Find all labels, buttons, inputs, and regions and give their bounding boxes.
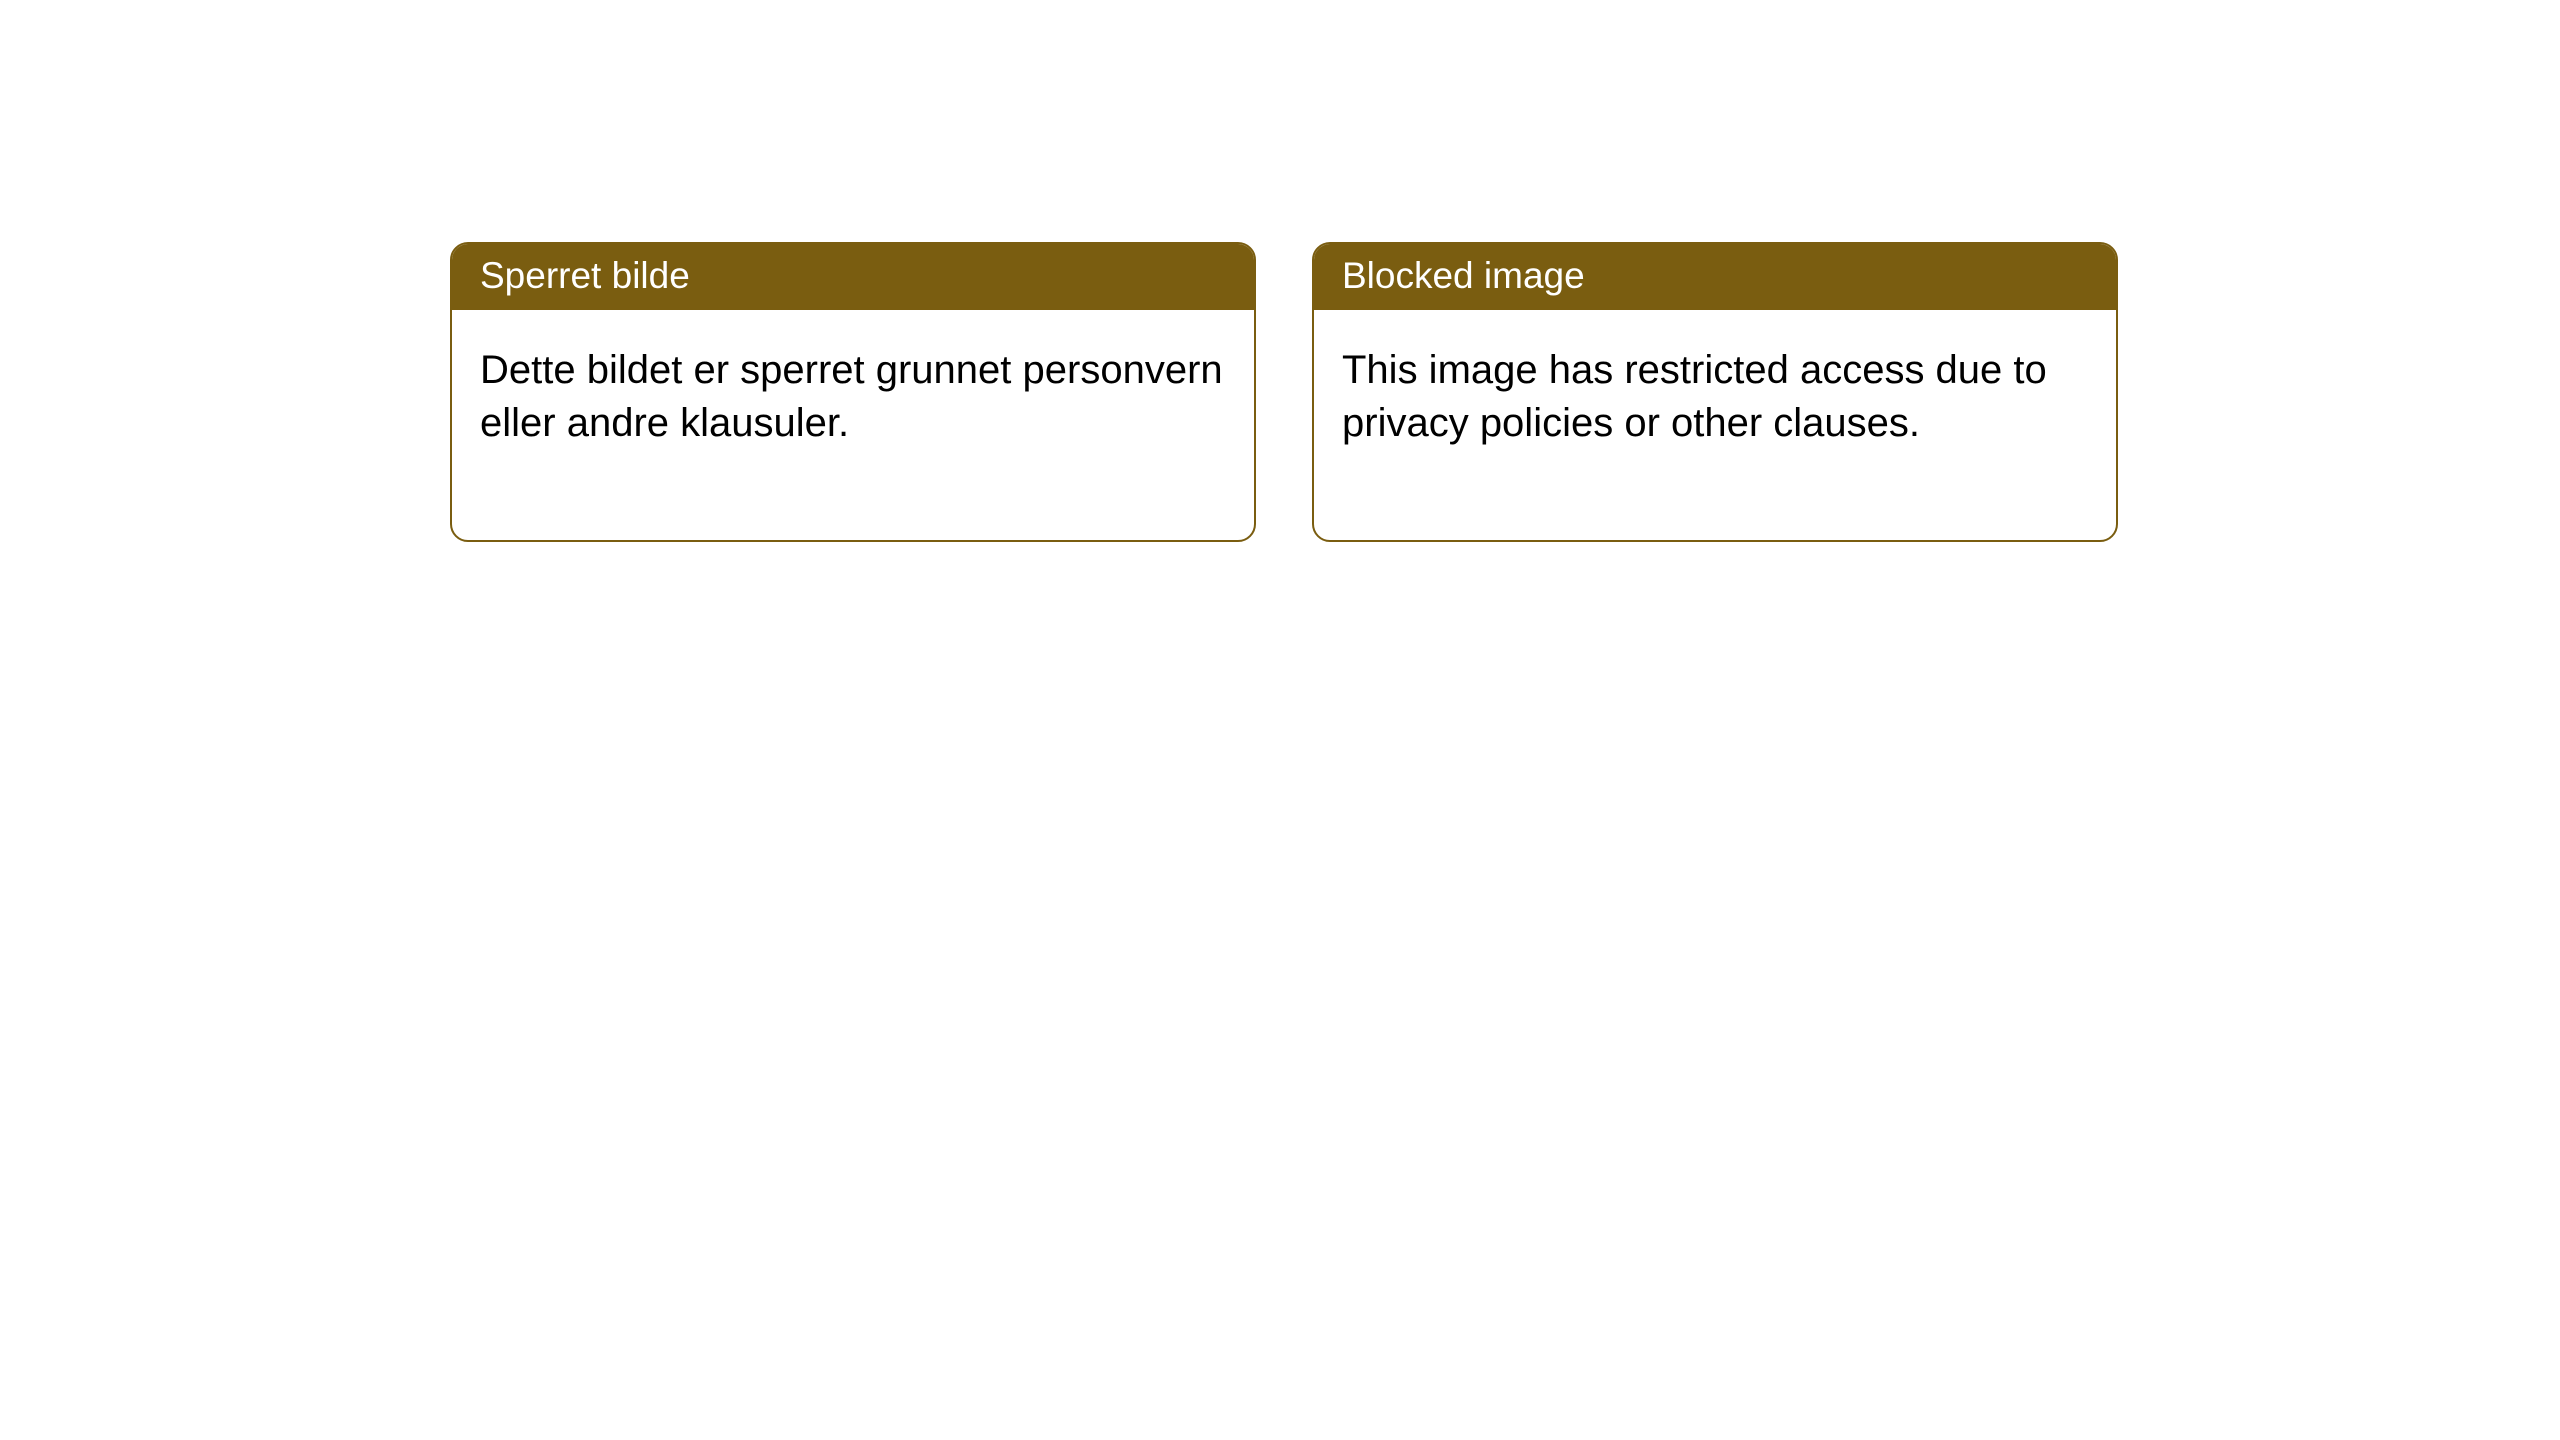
notice-card-norwegian: Sperret bilde Dette bildet er sperret gr…: [450, 242, 1256, 542]
notice-card-english: Blocked image This image has restricted …: [1312, 242, 2118, 542]
notice-title-english: Blocked image: [1314, 244, 2116, 310]
notice-title-norwegian: Sperret bilde: [452, 244, 1254, 310]
notice-body-english: This image has restricted access due to …: [1314, 310, 2116, 540]
notice-container: Sperret bilde Dette bildet er sperret gr…: [0, 0, 2560, 542]
notice-body-norwegian: Dette bildet er sperret grunnet personve…: [452, 310, 1254, 540]
